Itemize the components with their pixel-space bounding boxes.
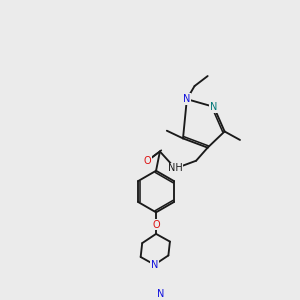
Text: O: O [144, 156, 152, 166]
Text: N: N [183, 94, 190, 104]
Text: N: N [151, 260, 158, 270]
Text: N: N [157, 289, 164, 299]
Text: O: O [152, 220, 160, 230]
Text: NH: NH [168, 164, 183, 173]
Text: N: N [210, 102, 218, 112]
